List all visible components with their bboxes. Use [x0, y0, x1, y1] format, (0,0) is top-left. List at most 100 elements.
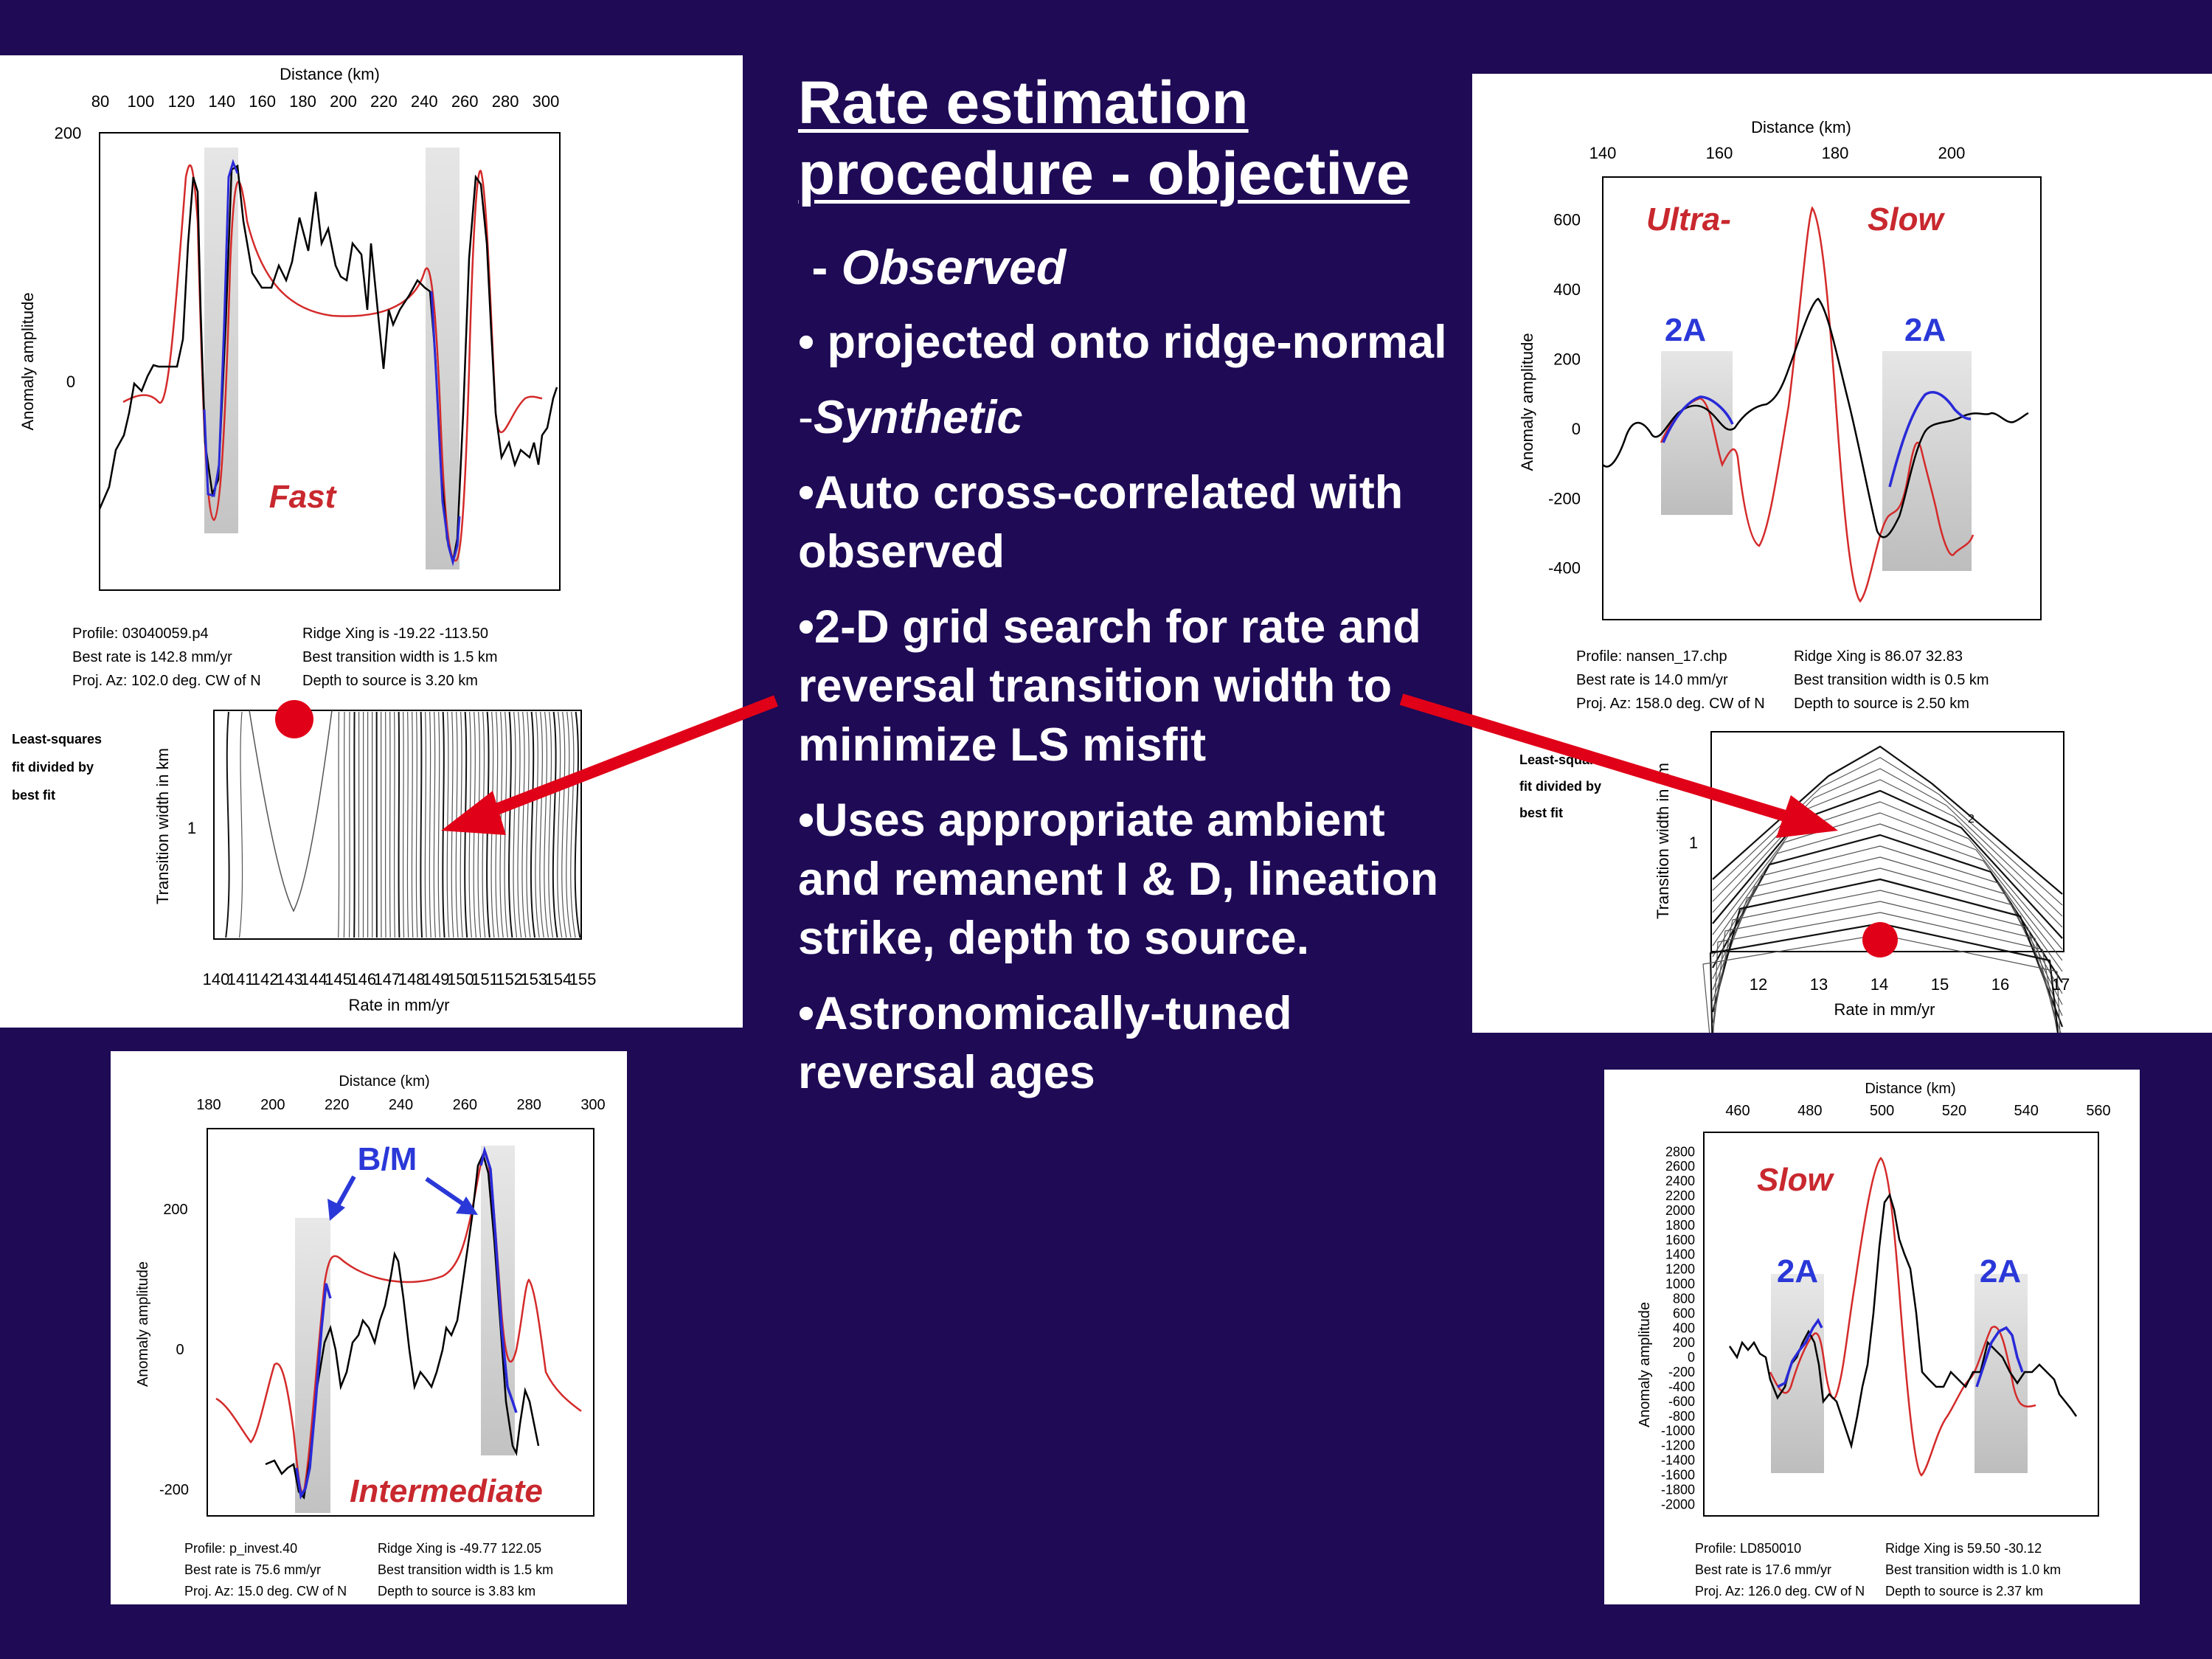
slow-ytick-9: 1000: [1665, 1277, 1695, 1292]
fast-contour-line-53: [566, 711, 572, 938]
fast-ytick-200: 200: [55, 124, 82, 142]
fast-contour-line-39: [504, 711, 508, 938]
slow-xtick-3: 520: [1942, 1103, 1966, 1119]
fast-synthetic-curve: [122, 164, 543, 562]
intermediate-synthetic-curve: [215, 1149, 582, 1494]
intermediate-ytick-0: 0: [176, 1342, 184, 1358]
synthetic-prefix: -: [798, 392, 814, 443]
slow-plot-frame: [1703, 1132, 2099, 1517]
fast-contour-xtick-12: 152: [496, 970, 523, 988]
slow-ytick-4: 2000: [1665, 1203, 1695, 1218]
ultra-label-left: Ultra-: [1646, 201, 1731, 238]
fast-contour-line-19: [415, 711, 418, 938]
fast-xtick-4: 160: [249, 92, 276, 111]
slow-info-width: Best transition width is 1.0 km: [1885, 1562, 2061, 1577]
slow-ytick-1: 2600: [1665, 1159, 1695, 1174]
left-pointer-arrow-shaft: [477, 695, 778, 822]
ultra-yticks: 600 400 200 0 -200 -400: [1548, 211, 1581, 578]
fast-contour-ytick: 1: [187, 819, 196, 837]
fast-contour-xtick-8: 148: [398, 970, 426, 988]
slow-ytick-16: -400: [1668, 1379, 1695, 1394]
slow-ytick-18: -800: [1668, 1409, 1695, 1424]
fast-ylabel: Anomaly amplitude: [18, 292, 37, 430]
fast-label: Fast: [269, 479, 338, 515]
ultra-contour-xtick-3: 15: [1931, 975, 1949, 994]
observed-item: - Observed: [798, 238, 1462, 297]
intermediate-info-rate: Best rate is 75.6 mm/yr: [184, 1562, 321, 1577]
ultra-xtick-0: 140: [1589, 144, 1617, 162]
fast-contour-line-55: [574, 711, 581, 938]
fast-contour-xtick-10: 150: [447, 970, 474, 988]
ultra-ytick-1: 400: [1553, 280, 1581, 299]
fast-info-ridge: Ridge Xing is -19.22 -113.50: [302, 626, 488, 642]
slow-ytick-22: -1600: [1661, 1467, 1695, 1482]
ultra-contour-xtick-1: 13: [1810, 975, 1828, 994]
fast-info-az: Proj. Az: 102.0 deg. CW of N: [72, 673, 261, 689]
right-pointer-arrowhead: [1776, 795, 1838, 838]
fast-contour-side-3: best fit: [12, 788, 55, 803]
fast-contour-xtick-7: 147: [374, 970, 401, 988]
fast-contour-line-47: [539, 711, 544, 938]
ultra-contour-line-15: [1713, 912, 2058, 1033]
slow-window-label-1: 2A: [1777, 1253, 1818, 1289]
slow-xtick-5: 560: [2086, 1103, 2110, 1119]
ultra-window-label-1: 2A: [1665, 312, 1706, 348]
slow-info-rate: Best rate is 17.6 mm/yr: [1695, 1562, 1831, 1577]
fast-contour-xtick-0: 140: [203, 970, 230, 988]
observed-label: Observed: [841, 240, 1067, 294]
ultra-contour-line-5: [1712, 801, 2063, 950]
ultra-ylabel: Anomaly amplitude: [1518, 333, 1536, 471]
fast-contour-xtick-13: 153: [520, 970, 547, 988]
slow-ytick-3: 2200: [1665, 1188, 1695, 1203]
fast-contour-xtick-14: 154: [545, 970, 572, 988]
ultra-contour-xtick-5: 17: [2052, 975, 2070, 994]
fast-best-fit-marker: [275, 700, 313, 738]
slow-ytick-14: 0: [1688, 1350, 1695, 1365]
fast-contour-line-0: [225, 711, 230, 938]
intermediate-info-az: Proj. Az: 15.0 deg. CW of N: [184, 1584, 347, 1599]
fast-xtick-3: 140: [208, 92, 235, 111]
fast-contour-line-22: [429, 711, 431, 938]
ultra-contour-xtick-4: 16: [1991, 975, 2009, 994]
slow-xtick-2: 500: [1870, 1103, 1894, 1119]
slow-ytick-15: -200: [1668, 1365, 1695, 1379]
fast-observed-curve: [98, 164, 558, 563]
slow-ytick-19: -1000: [1661, 1424, 1695, 1438]
fast-contour-minimum-valley: [249, 710, 333, 912]
ultra-window-label-2: 2A: [1904, 312, 1946, 348]
fast-xtick-7: 220: [370, 92, 398, 111]
ultra-plot-frame: [1602, 176, 2042, 620]
slow-info-az: Proj. Az: 126.0 deg. CW of N: [1695, 1584, 1865, 1599]
slow-ytick-23: -1800: [1661, 1482, 1695, 1497]
fast-contour-line-1: [238, 711, 243, 938]
fast-contour-side-1: Least-squares: [12, 732, 102, 747]
ultra-xtick-2: 180: [1822, 144, 1849, 162]
intermediate-ylabel: Anomaly amplitude: [135, 1261, 151, 1387]
slow-info-depth: Depth to source is 2.37 km: [1885, 1584, 2043, 1599]
slow-ytick-0: 2800: [1665, 1144, 1695, 1159]
fast-xtick-10: 280: [492, 92, 519, 111]
fast-xtick-8: 240: [411, 92, 438, 111]
fast-contour-lines: [225, 711, 581, 938]
fast-contour-xtick-15: 155: [569, 970, 597, 988]
ultra-contour-ylabel: Transition width in km: [1654, 763, 1672, 919]
slow-ytick-17: -600: [1668, 1394, 1695, 1409]
fast-contour-line-45: [530, 711, 536, 938]
slow-ytick-8: 1200: [1665, 1262, 1695, 1277]
bullet-grid-search: •2-D grid search for rate and reversal t…: [798, 601, 1421, 771]
fast-xtick-9: 260: [451, 92, 479, 111]
ultra-fit-2: [1888, 391, 1972, 488]
ultra-contour-lines: [1702, 745, 2064, 1033]
ultra-window-1: [1661, 351, 1733, 515]
ultra-contour-xtick-2: 14: [1871, 975, 1888, 994]
slow-ytick-13: 200: [1673, 1335, 1695, 1350]
fast-contour-line-17: [406, 711, 409, 938]
slow-window-2: [1974, 1274, 2028, 1473]
fast-contour-side-2: fit divided by: [12, 760, 94, 775]
fast-xtick-5: 180: [289, 92, 316, 111]
ultra-best-fit-marker: [1862, 922, 1898, 957]
fast-contour-xtick-4: 144: [300, 970, 327, 988]
fast-contour-xtick-3: 143: [276, 970, 303, 988]
fast-fit-2: [430, 291, 461, 567]
slow-label: Slow: [1757, 1162, 1834, 1198]
